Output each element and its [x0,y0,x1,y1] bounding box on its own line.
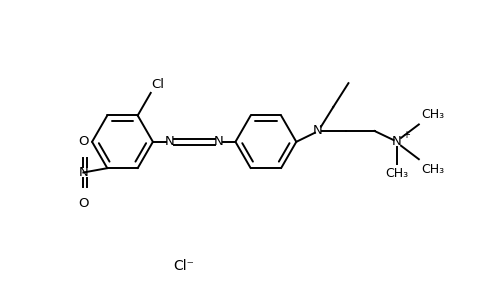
Text: CH₃: CH₃ [386,167,409,181]
Text: N: N [165,135,174,148]
Text: N: N [313,124,323,137]
Text: N: N [392,135,402,148]
Text: Cl⁻: Cl⁻ [173,259,194,273]
Text: N: N [79,166,88,179]
Text: Cl: Cl [152,78,165,91]
Text: CH₃: CH₃ [421,107,444,121]
Text: O: O [78,197,88,210]
Text: O: O [78,135,88,148]
Text: N: N [214,135,224,148]
Text: +: + [403,130,411,140]
Text: CH₃: CH₃ [421,163,444,176]
